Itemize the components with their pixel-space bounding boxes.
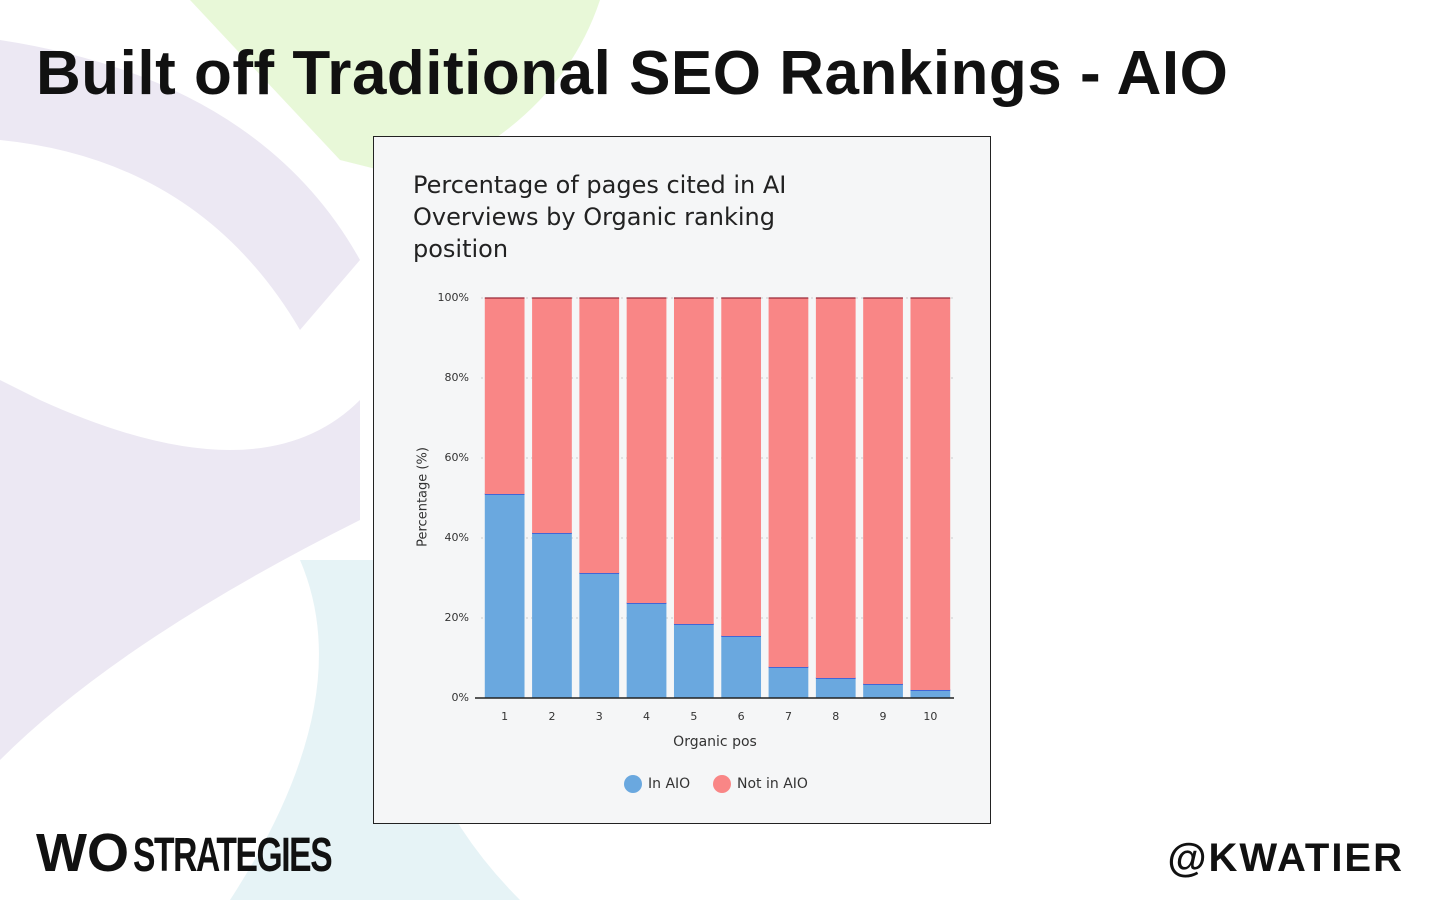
- legend-swatch: [624, 775, 642, 793]
- y-tick-label: 40%: [445, 531, 469, 544]
- bar-segment: [721, 298, 762, 636]
- bar-segment: [910, 690, 951, 698]
- bar-segment: [532, 298, 572, 533]
- logo: WOSTRATEGIES: [36, 822, 416, 884]
- logo-left: WO: [36, 823, 129, 883]
- bar-segment: [626, 603, 667, 698]
- bar-segment: [768, 298, 809, 667]
- bar-segment: [815, 678, 856, 698]
- x-tick-label: 7: [785, 710, 792, 723]
- bar-segment: [484, 298, 525, 494]
- bar-segment: [626, 298, 667, 603]
- bar-segment: [673, 624, 714, 698]
- chart: 0% 20% 40% 60% 80% 100% 1 2 3 4 5 6 7 8 9 10 Organic pos…: [416, 291, 954, 793]
- legend-label: In AIO: [648, 776, 690, 792]
- bar-segment: [768, 667, 809, 698]
- legend-swatch: [713, 775, 731, 793]
- x-tick-label: 8: [832, 710, 839, 723]
- y-tick-label: 60%: [445, 451, 469, 464]
- x-tick-label: 6: [738, 710, 745, 723]
- chart-card: 0% 20% 40% 60% 80% 100% 1 2 3 4 5 6 7 8 9 10 Organic pos…: [373, 136, 991, 824]
- x-tick-label: 10: [923, 710, 937, 723]
- bar-segment: [484, 494, 525, 698]
- bar-segment: [863, 298, 903, 684]
- bar-segment: [532, 533, 572, 698]
- legend-label: Not in AIO: [737, 776, 808, 792]
- handle: @KWATIER: [1167, 836, 1404, 880]
- bar-segment: [910, 298, 951, 690]
- decor-shape: [0, 380, 360, 760]
- y-axis-label: Percentage (%): [416, 447, 431, 547]
- bar-segment: [579, 573, 620, 698]
- bar-segment: [815, 298, 856, 678]
- decor-shape: [190, 0, 600, 180]
- y-tick-label: 20%: [445, 611, 469, 624]
- x-tick-label: 9: [880, 710, 887, 723]
- bar-segment: [579, 298, 620, 573]
- x-tick-label: 2: [548, 710, 555, 723]
- bar-segment: [673, 298, 714, 624]
- bar-segment: [721, 636, 762, 698]
- y-tick-label: 100%: [438, 291, 469, 304]
- x-tick-label: 1: [501, 710, 508, 723]
- x-tick-label: 5: [690, 710, 697, 723]
- x-tick-label: 4: [643, 710, 650, 723]
- x-axis-label: Organic pos: [673, 734, 757, 750]
- chart-title: Percentage of pages cited in AI Overview…: [413, 171, 787, 263]
- x-tick-label: 3: [596, 710, 603, 723]
- y-tick-label: 0%: [452, 691, 469, 704]
- bar-segment: [863, 684, 903, 698]
- decor-shape: [0, 40, 360, 330]
- slide-title: Built off Traditional SEO Rankings - AIO: [36, 39, 1229, 108]
- logo-right: STRATEGIES: [132, 829, 333, 882]
- y-tick-label: 80%: [445, 371, 469, 384]
